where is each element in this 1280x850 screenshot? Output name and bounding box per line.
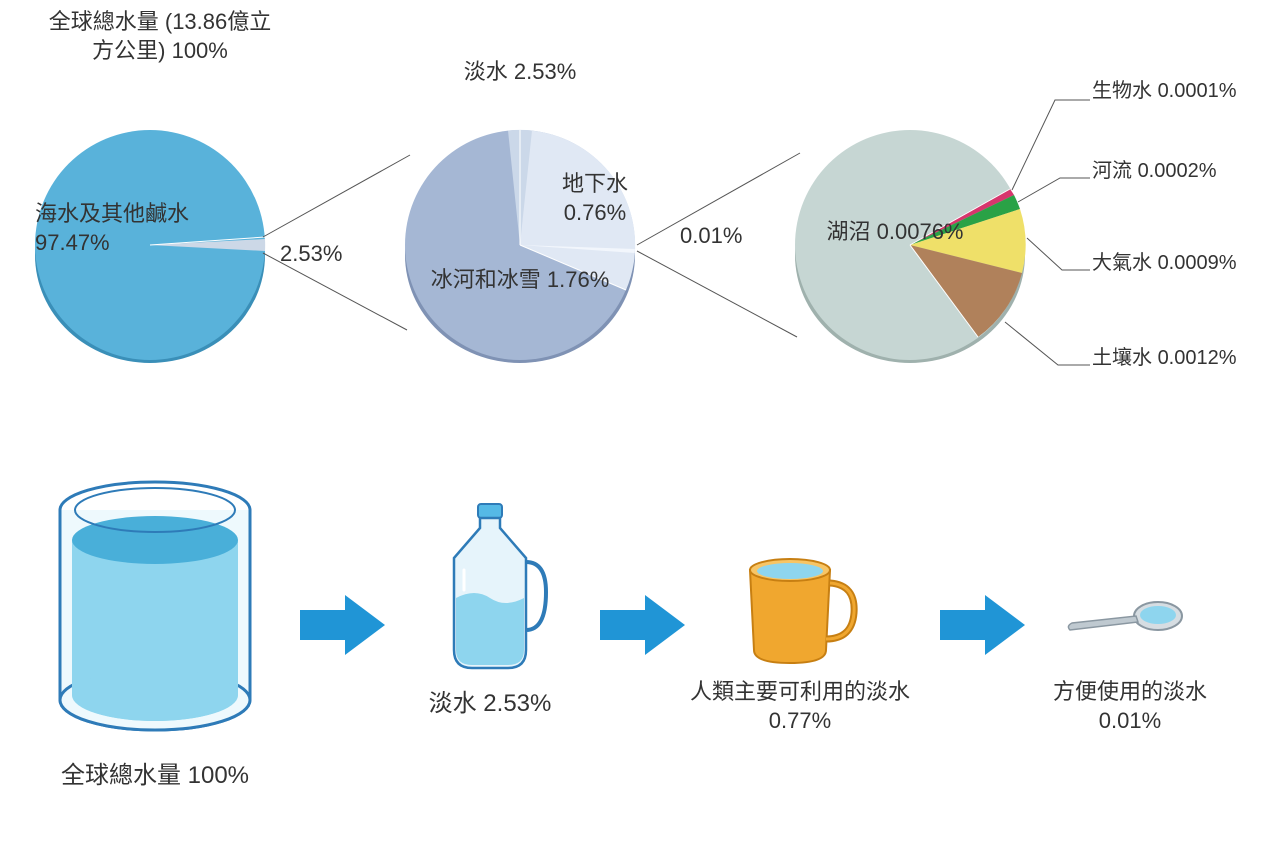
- pie3-river-label: 河流 0.0002%: [1092, 158, 1262, 184]
- vessel-label: 全球總水量 100%: [55, 760, 255, 791]
- spoon-label: 方便使用的淡水 0.01%: [1020, 678, 1240, 735]
- pie3-atmo-name: 大氣水: [1092, 252, 1152, 274]
- jug-label: 淡水 2.53%: [400, 688, 580, 719]
- vessel-val: 100%: [188, 762, 249, 789]
- pie3-atmo-label: 大氣水 0.0009%: [1092, 250, 1262, 276]
- connector12-text: 2.53%: [280, 241, 342, 266]
- pie3-soil-val: 0.0012%: [1158, 347, 1237, 369]
- pie2-glacier-name: 冰河和冰雪: [431, 267, 541, 292]
- pie3-bio-val: 0.0001%: [1158, 80, 1237, 102]
- pie2-glacier-label: 冰河和冰雪 1.76%: [425, 266, 615, 295]
- pie2-ground-val: 0.76%: [564, 200, 626, 225]
- pie3-lake-name: 湖沼: [827, 219, 871, 244]
- jug-val: 2.53%: [483, 690, 551, 717]
- spoon-val: 0.01%: [1099, 708, 1161, 733]
- jug-icon: [420, 500, 560, 680]
- mug-label: 人類主要可利用的淡水 0.77%: [670, 678, 930, 735]
- spoon-icon: [1060, 590, 1190, 650]
- pie1-header: 全球總水量 (13.86億立方公里) 100%: [40, 8, 280, 65]
- arrow-3-icon: [940, 590, 1030, 660]
- pie1-seawater-label: 海水及其他鹹水 97.47%: [35, 200, 225, 257]
- pie1-header-l1: 全球總水量: [49, 9, 159, 34]
- pie3-bio-label: 生物水 0.0001%: [1092, 78, 1262, 104]
- pie2-header: 淡水 2.53%: [430, 58, 610, 87]
- pie3-soil-label: 土壤水 0.0012%: [1092, 345, 1262, 371]
- pie2-header-l2: 2.53%: [514, 59, 576, 84]
- vessel-icon: [40, 470, 270, 750]
- pie3-river-name: 河流: [1092, 160, 1132, 182]
- pie2-chart: [390, 115, 650, 375]
- pie1-header-l3: 100%: [172, 38, 228, 63]
- pie1-seawater-name: 海水及其他鹹水: [35, 201, 189, 226]
- pie2-ground-name: 地下水: [562, 171, 628, 196]
- pie3-bio-name: 生物水: [1092, 80, 1152, 102]
- pie2-header-l1: 淡水: [464, 59, 508, 84]
- pie2-glacier-val: 1.76%: [547, 267, 609, 292]
- connector12-label: 2.53%: [280, 240, 342, 269]
- connector23-text: 0.01%: [680, 223, 742, 248]
- pie3-lake-label: 湖沼 0.0076%: [820, 218, 970, 247]
- mug-icon: [730, 555, 860, 675]
- pie3-atmo-val: 0.0009%: [1158, 252, 1237, 274]
- arrow-2-icon: [600, 590, 690, 660]
- spoon-name: 方便使用的淡水: [1053, 679, 1207, 704]
- pie3-soil-name: 土壤水: [1092, 347, 1152, 369]
- mug-val: 0.77%: [769, 708, 831, 733]
- pie1-seawater-val: 97.47%: [35, 230, 110, 255]
- jug-name: 淡水: [429, 690, 477, 717]
- arrow-1-icon: [300, 590, 390, 660]
- mug-name: 人類主要可利用的淡水: [690, 679, 910, 704]
- vessel-name: 全球總水量: [61, 762, 181, 789]
- pie3-lake-val: 0.0076%: [877, 219, 964, 244]
- pie3-river-val: 0.0002%: [1138, 160, 1217, 182]
- connector23-label: 0.01%: [680, 222, 742, 251]
